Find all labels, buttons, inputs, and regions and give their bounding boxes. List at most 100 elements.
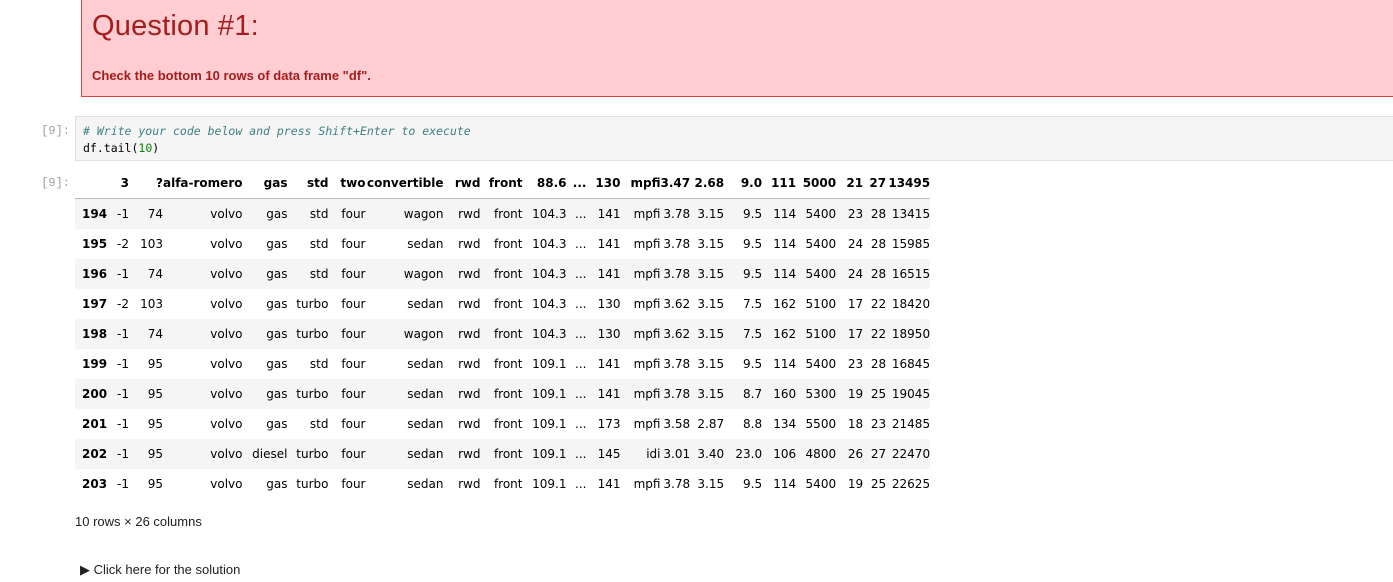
- table-cell: rwd: [458, 207, 481, 221]
- table-cell: front: [493, 477, 523, 491]
- table-cell: 141: [597, 357, 621, 371]
- table-cell: 9.5: [743, 477, 763, 491]
- solution-toggle[interactable]: ▶ Click here for the solution: [80, 562, 240, 578]
- table-cell: ...: [575, 297, 587, 311]
- table-cell: sedan: [407, 417, 444, 431]
- table-cell: 130: [597, 297, 621, 311]
- row-index: 201: [82, 417, 108, 431]
- table-cell: 27: [870, 447, 887, 461]
- table-cell: 25: [870, 387, 887, 401]
- column-header: alfa-romero: [163, 168, 243, 199]
- table-row: 195 -2 103 volvo gas std four sedan rwd front 104.…: [75, 229, 930, 259]
- table-cell: 130: [597, 327, 621, 341]
- table-cell: mpfi: [633, 477, 661, 491]
- table-cell: four: [341, 207, 366, 221]
- table-cell: rwd: [458, 297, 481, 311]
- table-cell: front: [493, 357, 523, 371]
- table-cell: 3.78: [663, 237, 691, 251]
- table-cell: -2: [117, 297, 129, 311]
- table-cell: 114: [773, 267, 797, 281]
- table-cell: ...: [575, 357, 587, 371]
- table-cell: 134: [773, 417, 797, 431]
- table-cell: 109.1: [532, 357, 567, 371]
- table-cell: turbo: [296, 387, 329, 401]
- table-cell: gas: [266, 357, 288, 371]
- table-cell: 95: [147, 357, 163, 371]
- table-cell: -1: [117, 327, 129, 341]
- table-cell: front: [493, 327, 523, 341]
- table-cell: mpfi: [633, 237, 661, 251]
- table-cell: 21485: [891, 417, 931, 431]
- table-cell: rwd: [458, 387, 481, 401]
- column-header: 3.47: [660, 168, 691, 199]
- table-cell: 104.3: [532, 237, 567, 251]
- column-header: rwd: [443, 168, 481, 199]
- table-cell: 23: [870, 417, 887, 431]
- table-cell: 22: [870, 327, 887, 341]
- table-cell: rwd: [458, 477, 481, 491]
- table-cell: mpfi: [633, 417, 661, 431]
- table-cell: 145: [597, 447, 621, 461]
- code-cell-editor[interactable]: # Write your code below and press Shift+…: [75, 116, 1393, 161]
- table-cell: 28: [870, 207, 887, 221]
- table-cell: gas: [266, 327, 288, 341]
- table-cell: 16515: [891, 267, 931, 281]
- table-cell: 3.15: [697, 477, 725, 491]
- table-cell: front: [493, 447, 523, 461]
- table-cell: gas: [266, 387, 288, 401]
- table-cell: 74: [147, 267, 163, 281]
- table-row: 197 -2 103 volvo gas turbo four sedan rwd front 10…: [75, 289, 930, 319]
- table-cell: 24: [847, 267, 864, 281]
- table-cell: 18: [847, 417, 864, 431]
- table-cell: 3.40: [697, 447, 725, 461]
- table-cell: ...: [575, 387, 587, 401]
- table-cell: 103: [140, 237, 163, 251]
- table-cell: front: [493, 207, 523, 221]
- table-cell: 95: [147, 477, 163, 491]
- table-cell: 9.5: [743, 237, 763, 251]
- table-cell: four: [341, 387, 366, 401]
- table-cell: 3.62: [663, 297, 691, 311]
- table-cell: turbo: [296, 447, 329, 461]
- table-cell: turbo: [296, 327, 329, 341]
- column-header: ?: [129, 168, 163, 199]
- table-cell: gas: [266, 267, 288, 281]
- row-index: 202: [82, 447, 108, 461]
- column-header: std: [287, 168, 329, 199]
- column-header: [75, 168, 108, 199]
- table-cell: 4800: [805, 447, 837, 461]
- solution-toggle-label: Click here for the solution: [93, 562, 241, 577]
- table-cell: -1: [117, 387, 129, 401]
- table-cell: sedan: [407, 447, 444, 461]
- column-header: 13495: [886, 168, 931, 199]
- table-cell: 5100: [805, 327, 837, 341]
- table-cell: 3.15: [697, 207, 725, 221]
- question-box: Question #1: Check the bottom 10 rows of…: [81, 0, 1393, 97]
- table-cell: 3.15: [697, 237, 725, 251]
- table-header-row: 3 ? alfa-romero gas std two convertible …: [75, 168, 931, 199]
- table-cell: -1: [117, 447, 129, 461]
- table-cell: 9.5: [743, 357, 763, 371]
- code-comment: # Write your code below and press Shift+…: [83, 124, 471, 138]
- table-cell: 141: [597, 477, 621, 491]
- table-cell: front: [493, 267, 523, 281]
- table-cell: -2: [117, 237, 129, 251]
- table-row: 203 -1 95 volvo gas turbo four sedan rwd front 109…: [75, 469, 930, 499]
- table-cell: 104.3: [532, 267, 567, 281]
- table-cell: four: [341, 297, 366, 311]
- table-cell: gas: [266, 477, 288, 491]
- table-cell: volvo: [210, 327, 243, 341]
- code-line: df.tail(10): [83, 140, 1393, 157]
- table-row: 200 -1 95 volvo gas turbo four sedan rwd front 109…: [75, 379, 931, 409]
- table-cell: 9.5: [743, 267, 763, 281]
- table-cell: volvo: [210, 417, 243, 431]
- table-cell: sedan: [407, 357, 444, 371]
- column-header: 111: [762, 168, 797, 199]
- table-cell: 104.3: [532, 327, 567, 341]
- table-cell: mpfi: [633, 357, 661, 371]
- table-cell: gas: [266, 297, 288, 311]
- table-cell: 3.78: [663, 207, 691, 221]
- table-cell: 5300: [805, 387, 837, 401]
- table-cell: rwd: [458, 447, 481, 461]
- table-cell: volvo: [210, 237, 243, 251]
